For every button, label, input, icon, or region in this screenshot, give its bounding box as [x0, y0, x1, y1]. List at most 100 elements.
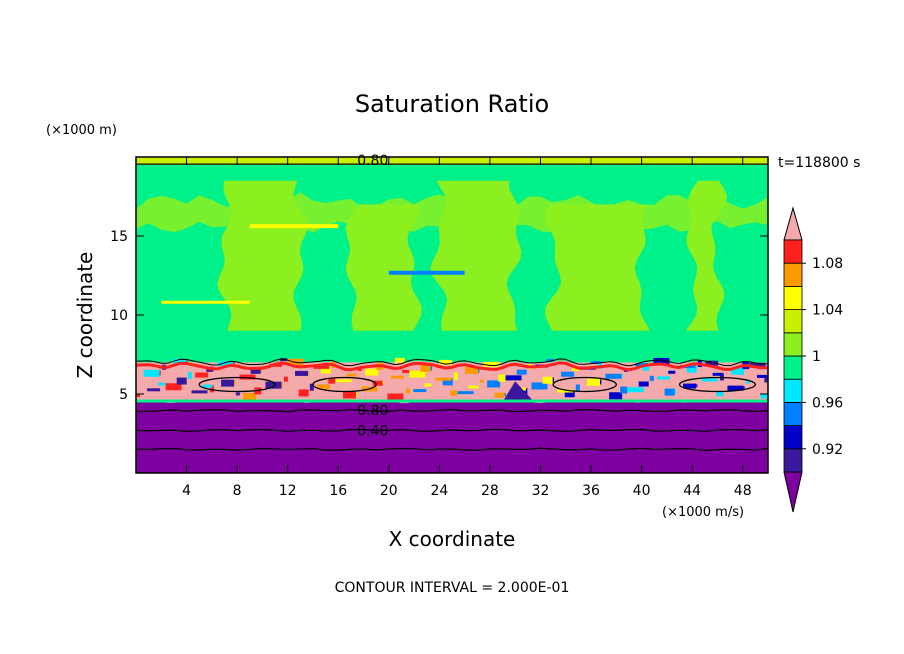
cloud-speckle: [442, 378, 453, 386]
contour-loop: [552, 376, 617, 393]
contour-line: [136, 428, 768, 432]
cloud-speckle: [243, 393, 257, 401]
cloud-speckle: [394, 357, 405, 363]
colorbar-box: [783, 309, 803, 334]
cloud-speckle: [391, 375, 405, 379]
colorbar-bottom-arrow: [783, 471, 803, 513]
cloud-speckle: [757, 374, 768, 378]
colorbar-top-arrow: [783, 206, 803, 241]
contour-loop: [198, 376, 276, 393]
x-tick-label: 8: [233, 483, 242, 499]
colorbar-box: [783, 239, 803, 264]
contour-field: [136, 157, 768, 473]
cloud-speckle: [450, 390, 458, 396]
contour-line: [136, 358, 768, 367]
cloud-speckle: [686, 365, 697, 373]
cloud-speckle: [365, 368, 379, 376]
contour-loop: [312, 376, 377, 393]
cloud-speckle: [468, 385, 479, 389]
yellow-streak: [249, 224, 339, 229]
colorbar: 0.92 0.96 1 1.04 1.08: [783, 206, 843, 513]
cloud-speckle: [283, 376, 288, 382]
cloud-speckle: [546, 358, 554, 362]
cloud-speckle: [531, 382, 548, 390]
cloud-speckle: [483, 361, 500, 367]
cloud-speckle: [745, 380, 750, 384]
cloud-speckle: [727, 385, 744, 391]
cloud-speckle: [590, 360, 601, 364]
x-tick-label: 4: [182, 483, 191, 499]
y-axis-title: Z coordinate: [73, 252, 97, 379]
y-axis: 5 10 15: [110, 229, 768, 403]
y-unit-label: (×1000 m): [46, 123, 117, 138]
cloud-speckle: [749, 362, 766, 368]
cloud-speckle: [575, 384, 580, 392]
cloud-speckle: [716, 391, 724, 397]
cloud-speckle: [413, 389, 427, 393]
cloud-speckle: [298, 389, 309, 397]
x-tick-label: 28: [481, 483, 499, 499]
cloud-speckle: [605, 373, 622, 379]
cloud-speckle: [764, 375, 768, 383]
colorbar-label: 1.04: [812, 303, 843, 319]
y-tick-label: 10: [110, 308, 128, 324]
cloud-speckle: [635, 363, 649, 367]
colorbar-label: 1.08: [812, 256, 843, 272]
cloud-speckle: [542, 376, 553, 384]
cloud-speckle: [405, 388, 410, 394]
cloud-speckle: [202, 384, 213, 388]
contour-label: 0.40: [357, 423, 388, 439]
time-label: t=118800 s: [778, 155, 860, 171]
cloud-speckle: [494, 392, 505, 398]
contour-interval-note: CONTOUR INTERVAL = 2.000E-01: [335, 580, 570, 596]
x-tick-label: 12: [279, 483, 297, 499]
cloud-speckle: [357, 367, 362, 371]
contour-label: 0.80: [357, 403, 388, 419]
cloud-speckle: [402, 369, 410, 373]
cloud-speckle: [209, 385, 214, 393]
cloud-speckle: [173, 359, 187, 365]
cloud-speckle: [439, 359, 453, 365]
x-tick-label: 36: [582, 483, 600, 499]
field-region: [136, 401, 768, 473]
x-tick-label: 20: [380, 483, 398, 499]
cloud-speckle: [346, 373, 357, 377]
colorbar-box: [783, 425, 803, 450]
cloud-speckle: [453, 372, 458, 380]
cloud-speckle: [158, 382, 166, 386]
cloud-speckle: [295, 370, 309, 376]
cloud-speckle: [221, 379, 235, 387]
cloud-speckle: [479, 379, 484, 383]
cloud-speckle: [328, 378, 336, 384]
cloud-speckle: [147, 388, 161, 392]
contour-lines: [136, 163, 768, 451]
cloud-speckle: [668, 370, 676, 374]
cloud-speckle: [664, 388, 675, 396]
cloud-speckle: [195, 372, 209, 378]
cloud-speckle: [435, 377, 452, 381]
contour-line: [136, 447, 768, 451]
cloud-speckle: [457, 391, 474, 395]
yellow-streak: [161, 300, 250, 304]
cloud-speckle: [586, 378, 600, 386]
cloud-speckle: [235, 392, 240, 396]
cloud-speckle: [176, 377, 187, 385]
cloud-speckle: [335, 379, 352, 383]
cloud-speckle: [620, 386, 628, 394]
cloud-speckle: [683, 383, 697, 389]
colorbar-box: [783, 401, 803, 426]
cloud-speckle: [498, 374, 506, 382]
contour-line: [136, 408, 768, 413]
x-unit-label: (×1000 m/s): [662, 505, 744, 520]
x-axis: 4 8 12 16 20 24 28 32 36 40 44 48: [182, 157, 752, 499]
cloud-speckle: [250, 368, 261, 374]
colorbar-label: 0.92: [812, 442, 843, 458]
cloud-speckle: [657, 376, 671, 380]
cloud-speckle: [487, 380, 501, 388]
dry-intrusion: [502, 381, 535, 402]
cloud-speckle: [557, 389, 574, 393]
colorbar-box: [783, 448, 803, 473]
cloud-speckle: [143, 369, 160, 377]
colorbar-box: [783, 262, 803, 287]
